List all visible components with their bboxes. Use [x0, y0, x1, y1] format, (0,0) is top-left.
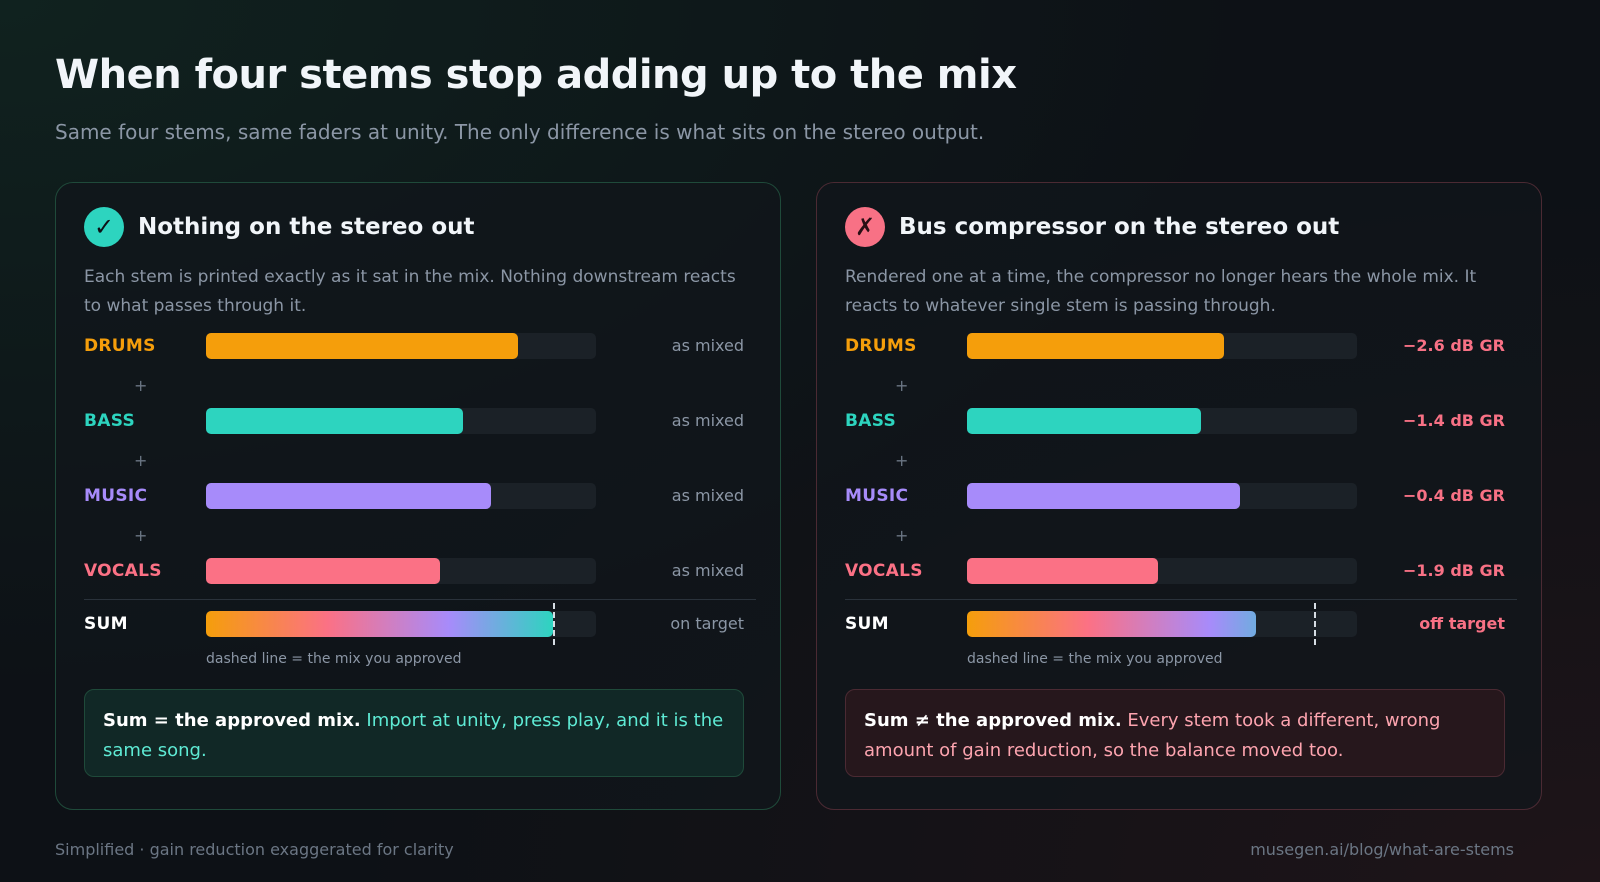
stem-status: as mixed	[671, 486, 744, 505]
stem-row-bass: BASS −1.4 dB GR	[845, 408, 1505, 434]
level-bar-vocals	[206, 558, 440, 584]
stem-row-vocals: VOCALS as mixed	[84, 558, 744, 584]
sum-row: SUM off target	[845, 603, 1505, 645]
callout-box: Sum = the approved mix. Import at unity,…	[84, 689, 744, 777]
sum-track	[967, 603, 1357, 645]
stem-status: −2.6 dB GR	[1403, 336, 1505, 355]
level-track	[206, 408, 596, 434]
stem-row-music: MUSIC as mixed	[84, 483, 744, 509]
sum-row: SUM on target	[84, 603, 744, 645]
level-track	[206, 333, 596, 359]
level-track	[967, 333, 1357, 359]
stem-status: as mixed	[671, 411, 744, 430]
callout-text: Import at unity, press play, and it is t…	[103, 710, 724, 761]
stem-row-music: MUSIC −0.4 dB GR	[845, 483, 1505, 509]
level-track	[967, 558, 1357, 584]
plus-sign: +	[895, 451, 909, 470]
panel-good: ✓ Nothing on the stereo out Each stem is p…	[55, 182, 781, 810]
panel-description: Rendered one at a time, the compressor n…	[845, 267, 1477, 316]
check-icon: ✓	[84, 207, 124, 247]
stem-row-vocals: VOCALS −1.9 dB GR	[845, 558, 1505, 584]
stem-label: DRUMS	[84, 336, 156, 356]
stem-status: −0.4 dB GR	[1403, 486, 1505, 505]
callout-heading: Sum ≠ the approved mix.	[864, 710, 1122, 731]
legend-note: dashed line = the mix you approved	[206, 651, 462, 667]
sum-track	[206, 603, 596, 645]
stem-label: BASS	[84, 411, 136, 431]
approved-mix-marker	[553, 603, 556, 645]
callout-text: Every stem took a different, wrong amoun…	[864, 710, 1441, 761]
panel-header: ✓ Nothing on the stereo out	[84, 207, 475, 247]
level-track	[206, 558, 596, 584]
panel-description: Each stem is printed exactly as it sat i…	[84, 267, 736, 316]
panel-title: Nothing on the stereo out	[138, 214, 475, 240]
page-subtitle: Same four stems, same faders at unity. T…	[55, 120, 985, 144]
legend-note: dashed line = the mix you approved	[967, 651, 1223, 667]
stem-label: DRUMS	[845, 336, 917, 356]
stem-label: MUSIC	[845, 486, 909, 506]
divider	[845, 599, 1517, 600]
stem-label: VOCALS	[84, 561, 162, 581]
panel-title: Bus compressor on the stereo out	[899, 214, 1340, 240]
level-bar-drums	[206, 333, 518, 359]
level-track	[967, 483, 1357, 509]
footer-note: Simplified · gain reduction exaggerated …	[55, 840, 454, 859]
stem-row-drums: DRUMS −2.6 dB GR	[845, 333, 1505, 359]
sum-bar	[206, 611, 554, 637]
sum-status: off target	[1419, 614, 1505, 633]
stem-label: VOCALS	[845, 561, 923, 581]
panel-header: ✗ Bus compressor on the stereo out	[845, 207, 1339, 247]
plus-sign: +	[895, 376, 909, 395]
plus-sign: +	[134, 451, 148, 470]
footer-link[interactable]: musegen.ai/blog/what-are-stems	[1250, 840, 1514, 859]
level-track	[967, 408, 1357, 434]
plus-sign: +	[134, 376, 148, 395]
callout-heading: Sum = the approved mix.	[103, 710, 361, 731]
level-bar-music	[967, 483, 1240, 509]
sum-bar	[967, 611, 1256, 637]
sum-label: SUM	[845, 614, 889, 634]
level-bar-drums	[967, 333, 1225, 359]
stem-status: −1.4 dB GR	[1403, 411, 1505, 430]
stem-status: as mixed	[671, 561, 744, 580]
plus-sign: +	[895, 526, 909, 545]
callout-box: Sum ≠ the approved mix. Every stem took …	[845, 689, 1505, 777]
sum-label: SUM	[84, 614, 128, 634]
plus-sign: +	[134, 526, 148, 545]
level-bar-music	[206, 483, 491, 509]
divider	[84, 599, 756, 600]
panel-bad: ✗ Bus compressor on the stereo out Rendere…	[816, 182, 1542, 810]
level-bar-vocals	[967, 558, 1159, 584]
level-track	[206, 483, 596, 509]
approved-mix-marker	[1314, 603, 1317, 645]
sum-status: on target	[670, 614, 744, 633]
level-bar-bass	[967, 408, 1201, 434]
level-bar-bass	[206, 408, 464, 434]
stem-label: BASS	[845, 411, 897, 431]
stem-status: as mixed	[671, 336, 744, 355]
cross-icon: ✗	[845, 207, 885, 247]
stem-label: MUSIC	[84, 486, 148, 506]
page-title: When four stems stop adding up to the mi…	[55, 52, 1017, 98]
stem-row-bass: BASS as mixed	[84, 408, 744, 434]
stem-status: −1.9 dB GR	[1403, 561, 1505, 580]
stem-row-drums: DRUMS as mixed	[84, 333, 744, 359]
